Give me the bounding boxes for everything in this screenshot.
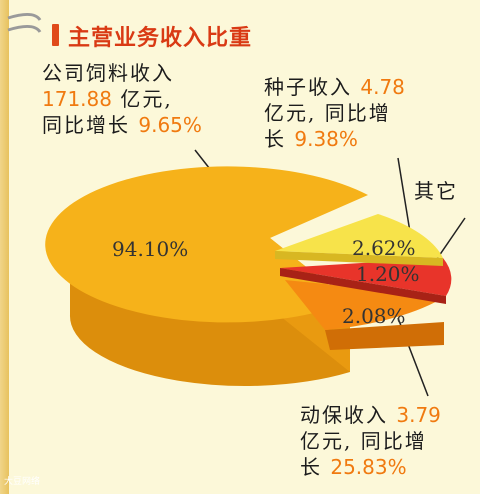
annotation-other: 其它 [414, 178, 458, 204]
feed-line1: 公司饲料收入 [42, 61, 174, 85]
watermark: 大豆网络 [4, 477, 41, 487]
vet-line1: 动保收入 [300, 403, 388, 427]
slice-other [280, 258, 452, 296]
label-vet-percent: 2.08% [342, 304, 406, 328]
other-label: 其它 [414, 179, 458, 203]
seed-line2: 亿元, 同比增 [264, 101, 391, 125]
feed-growth: 9.65% [138, 113, 202, 137]
vet-line2: 亿元, 同比增 [300, 429, 427, 453]
label-other-percent: 1.20% [356, 262, 420, 286]
chart-title: 主营业务收入比重 [68, 26, 253, 51]
seed-growth: 9.38% [294, 127, 358, 151]
slice-vet-side [325, 322, 444, 350]
feed-line2: 亿元, [120, 87, 173, 111]
label-seed-percent: 2.62% [352, 236, 416, 260]
seed-amount: 4.78 [360, 75, 405, 99]
label-feed-percent: 94.10% [112, 237, 188, 261]
feed-amount: 171.88 [42, 87, 112, 111]
slice-feed [45, 166, 368, 323]
slice-other-side [280, 268, 446, 304]
spiral-binding-icon [7, 13, 42, 33]
seed-line1: 种子收入 [264, 75, 352, 99]
vet-amount: 3.79 [396, 403, 441, 427]
annotation-feed: 公司饲料收入 171.88 亿元, 同比增长 9.65% [42, 60, 202, 138]
slice-seed [275, 214, 443, 258]
vet-line3: 长 [300, 455, 322, 479]
annotation-vet: 动保收入 3.79 亿元, 同比增 长 25.83% [300, 402, 441, 480]
notebook-rail [0, 0, 9, 494]
feed-line3: 同比增长 [42, 113, 130, 137]
title-accent-bar [52, 24, 59, 46]
vet-growth: 25.83% [330, 455, 407, 479]
annotation-seed: 种子收入 4.78 亿元, 同比增 长 9.38% [264, 74, 405, 152]
seed-line3: 长 [264, 127, 286, 151]
seed-leader-line [397, 157, 411, 233]
slice-seed-side [275, 251, 443, 266]
